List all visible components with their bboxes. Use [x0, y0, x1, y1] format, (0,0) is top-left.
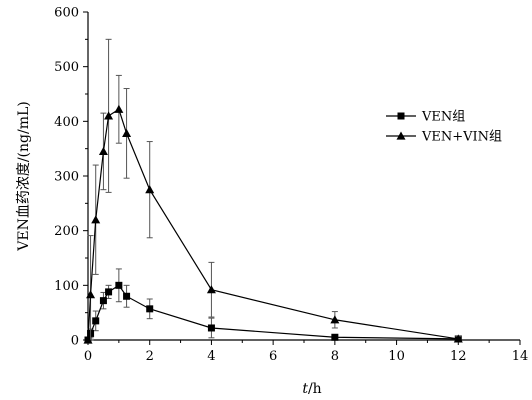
- x-axis-title-unit: /h: [308, 381, 322, 397]
- legend: VEN组 VEN+VIN组: [386, 110, 502, 145]
- y-tick-label: 500: [54, 60, 79, 75]
- legend-item: VEN组: [386, 110, 465, 125]
- x-tick-label: 12: [450, 349, 467, 364]
- x-tick-label: 0: [84, 349, 92, 364]
- data-point: [331, 333, 339, 341]
- x-axis-title-variable: t: [302, 381, 308, 397]
- series-line: [87, 284, 459, 341]
- data-point: [145, 185, 155, 194]
- plot-area: [83, 38, 463, 344]
- legend-item: VEN+VIN组: [386, 130, 502, 145]
- x-tick-label: 10: [388, 349, 405, 364]
- series-1: [84, 268, 462, 344]
- x-tick-label: 14: [512, 349, 529, 364]
- x-axis-title: t/h: [302, 381, 321, 397]
- y-tick-label: 400: [54, 115, 79, 130]
- data-point: [92, 317, 100, 325]
- data-point: [207, 324, 215, 332]
- y-tick-label: 600: [54, 6, 79, 21]
- data-point: [123, 292, 131, 300]
- x-tick-label: 4: [207, 349, 215, 364]
- data-point: [114, 104, 124, 113]
- x-tick-label: 2: [146, 349, 154, 364]
- data-point: [98, 146, 108, 155]
- data-point: [91, 215, 101, 224]
- series-2: [83, 38, 463, 344]
- data-point: [330, 315, 340, 324]
- data-point: [146, 305, 154, 313]
- data-point: [99, 297, 107, 305]
- data-point: [86, 290, 96, 299]
- data-point: [206, 285, 216, 294]
- y-tick-label: 200: [54, 224, 79, 239]
- data-point: [105, 288, 113, 296]
- y-tick-label: 0: [71, 334, 79, 349]
- data-point: [122, 128, 132, 137]
- data-point: [453, 334, 463, 343]
- legend-marker: [397, 112, 405, 120]
- data-point: [104, 111, 114, 120]
- y-tick-label: 100: [54, 279, 79, 294]
- x-axis-ticks: 0 2 4 6 8 10 12 14: [84, 340, 528, 364]
- data-point: [115, 281, 123, 289]
- x-tick-label: 8: [331, 349, 339, 364]
- legend-marker: [396, 131, 406, 140]
- x-tick-label: 6: [269, 349, 277, 364]
- y-tick-label: 300: [54, 170, 79, 185]
- y-axis-ticks: 0 100 200 300 400 500 600: [54, 6, 88, 349]
- legend-label: VEN+VIN组: [421, 130, 502, 145]
- axes: [87, 12, 520, 341]
- data-point: [83, 335, 93, 344]
- y-axis-title: VEN血药浓度/(ng/mL): [16, 101, 32, 252]
- legend-label: VEN组: [421, 110, 465, 125]
